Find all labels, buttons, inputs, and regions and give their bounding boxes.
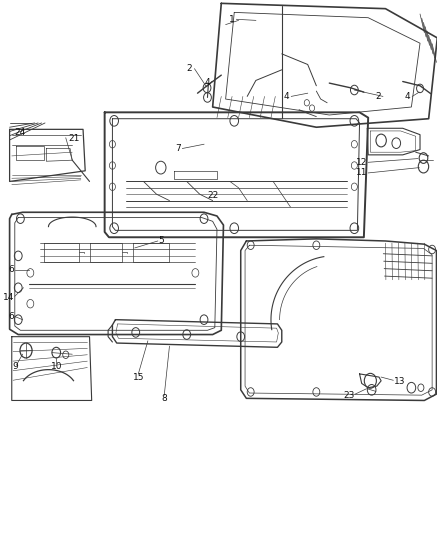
Text: 4: 4 xyxy=(205,77,210,86)
Text: 5: 5 xyxy=(159,237,164,246)
Text: 14: 14 xyxy=(3,293,14,302)
Text: 12: 12 xyxy=(356,158,367,167)
Text: 2: 2 xyxy=(186,64,192,73)
Text: 11: 11 xyxy=(356,168,367,177)
Text: 4: 4 xyxy=(405,92,410,101)
Text: 21: 21 xyxy=(68,134,79,143)
Text: 6: 6 xyxy=(8,312,14,321)
Text: 4: 4 xyxy=(284,92,290,101)
Text: 1: 1 xyxy=(229,15,234,24)
Text: 7: 7 xyxy=(175,144,181,153)
Text: 24: 24 xyxy=(14,128,25,137)
Text: 6: 6 xyxy=(8,265,14,274)
Text: 15: 15 xyxy=(133,373,144,382)
Text: 8: 8 xyxy=(161,394,167,403)
Text: 10: 10 xyxy=(50,362,62,371)
Text: 23: 23 xyxy=(343,391,354,400)
Text: 22: 22 xyxy=(207,191,218,200)
Text: 2: 2 xyxy=(375,92,381,101)
Text: 9: 9 xyxy=(12,362,18,371)
Text: 13: 13 xyxy=(394,377,406,386)
